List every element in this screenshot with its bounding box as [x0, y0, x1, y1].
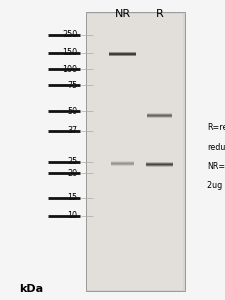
Text: NR=Non-: NR=Non- [207, 162, 225, 171]
Text: 25: 25 [67, 158, 78, 166]
Text: 37: 37 [68, 126, 78, 135]
Text: 150: 150 [63, 48, 78, 57]
Text: NR: NR [115, 9, 131, 20]
Text: 10: 10 [68, 212, 78, 220]
Bar [86, 12, 184, 291]
Text: 250: 250 [62, 30, 78, 39]
Text: 75: 75 [67, 81, 78, 90]
Text: 50: 50 [68, 106, 78, 116]
Text: reduced: reduced [207, 142, 225, 152]
Text: 100: 100 [63, 64, 78, 74]
Text: 20: 20 [68, 169, 78, 178]
Text: kDa: kDa [19, 284, 43, 293]
Text: R=reduced: R=reduced [207, 123, 225, 132]
Text: R: R [156, 9, 164, 20]
Bar [87, 14, 183, 290]
Text: 2ug loading: 2ug loading [207, 182, 225, 190]
Text: 15: 15 [68, 194, 78, 202]
